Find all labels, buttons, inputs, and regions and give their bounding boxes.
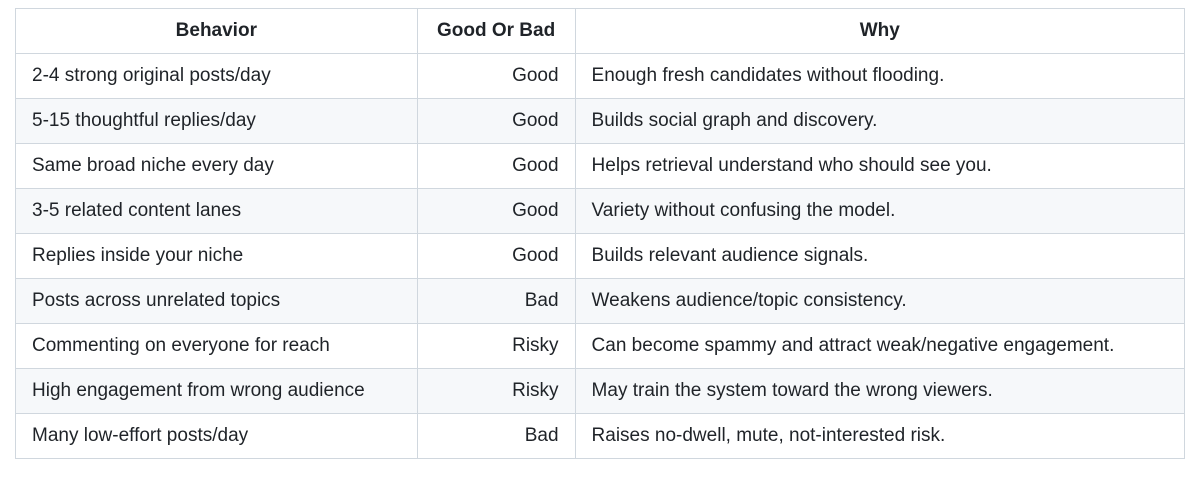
table-cell: Many low-effort posts/day: [15, 413, 418, 459]
table-cell: Variety without confusing the model.: [574, 188, 1186, 234]
header-row: Behavior Good Or Bad Why: [15, 8, 1186, 54]
table-cell: Replies inside your niche: [15, 233, 418, 279]
table-cell: Enough fresh candidates without flooding…: [574, 53, 1186, 99]
table-cell: Posts across unrelated topics: [15, 278, 418, 324]
table-row: Many low-effort posts/day Bad Raises no-dw…: [15, 413, 1186, 459]
table-row: 3-5 related content lanes Good Variety wit…: [15, 188, 1186, 234]
table-row: Same broad niche every day Good Helps retr…: [15, 143, 1186, 189]
table-cell: Commenting on everyone for reach: [15, 323, 418, 369]
table-cell: Good: [416, 143, 576, 189]
table-cell: 2-4 strong original posts/day: [15, 53, 418, 99]
table-cell: Builds social graph and discovery.: [574, 98, 1186, 144]
table-cell: Risky: [416, 323, 576, 369]
table-cell: 3-5 related content lanes: [15, 188, 418, 234]
table-row: Replies inside your niche Good Builds rele…: [15, 233, 1186, 279]
table-cell: High engagement from wrong audience: [15, 368, 418, 414]
table-row: 5-15 thoughtful replies/day Good Builds so…: [15, 98, 1186, 144]
header-cell: Behavior: [15, 8, 418, 54]
table-row: Posts across unrelated topics Bad Weakens …: [15, 278, 1186, 324]
table-header: Behavior Good Or Bad Why: [15, 8, 1186, 54]
table-body: 2-4 strong original posts/day Good Enough …: [15, 53, 1186, 459]
table-cell: Can become spammy and attract weak/negat…: [574, 323, 1186, 369]
behavior-table: Behavior Good Or Bad Why 2-4 strong origin…: [15, 8, 1186, 459]
table-cell: Same broad niche every day: [15, 143, 418, 189]
table-cell: Builds relevant audience signals.: [574, 233, 1186, 279]
table-cell: Risky: [416, 368, 576, 414]
table-cell: Good: [416, 53, 576, 99]
header-cell: Good Or Bad: [416, 8, 576, 54]
table-row: High engagement from wrong audience Risky…: [15, 368, 1186, 414]
header-cell: Why: [574, 8, 1186, 54]
table-cell: Helps retrieval understand who should se…: [574, 143, 1186, 189]
table-cell: Weakens audience/topic consistency.: [574, 278, 1186, 324]
table-row: Commenting on everyone for reach Risky Can…: [15, 323, 1186, 369]
table-cell: Good: [416, 233, 576, 279]
table-cell: Good: [416, 98, 576, 144]
table-cell: Bad: [416, 413, 576, 459]
table-cell: May train the system toward the wrong vi…: [574, 368, 1186, 414]
table-cell: Good: [416, 188, 576, 234]
table-row: 2-4 strong original posts/day Good Enough …: [15, 53, 1186, 99]
table-cell: Bad: [416, 278, 576, 324]
table-cell: Raises no-dwell, mute, not-interested ri…: [574, 413, 1186, 459]
table-cell: 5-15 thoughtful replies/day: [15, 98, 418, 144]
